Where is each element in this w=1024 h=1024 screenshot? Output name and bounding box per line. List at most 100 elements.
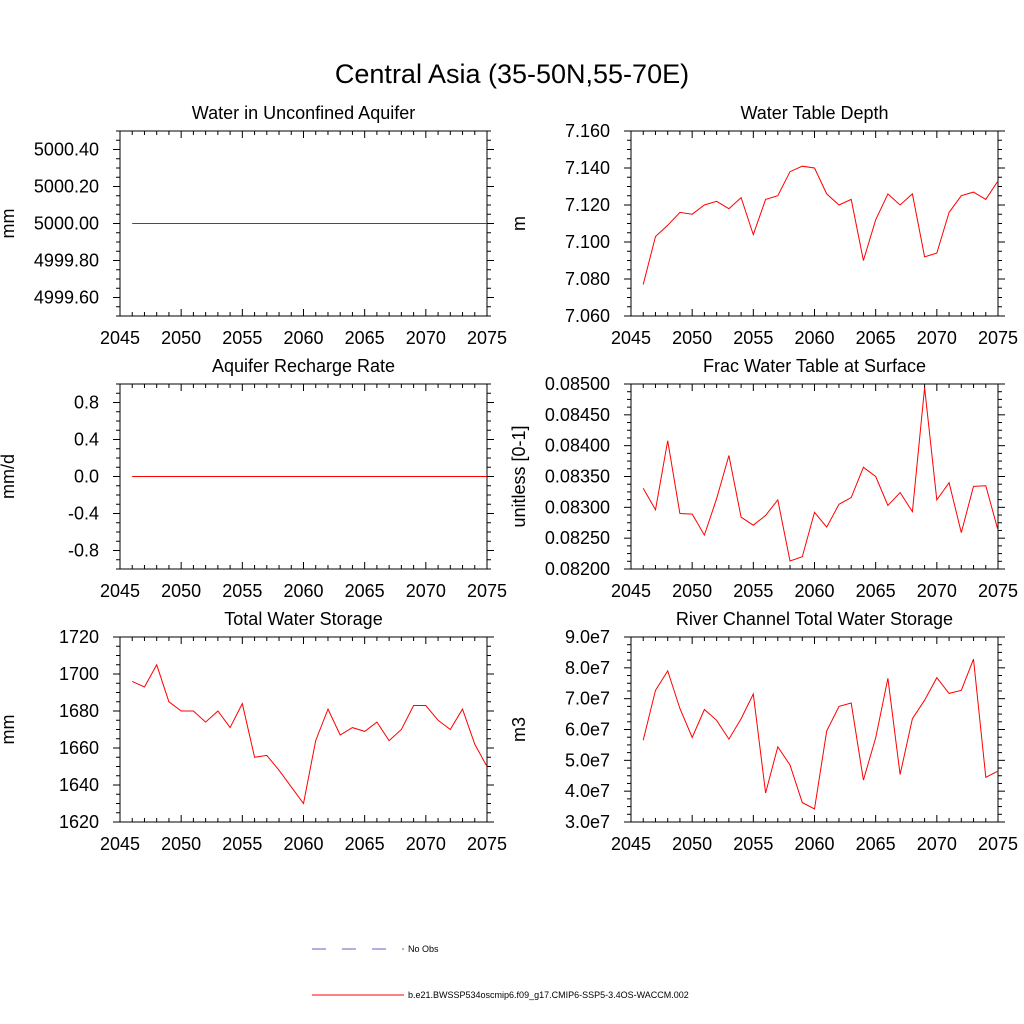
x-tick-label: 2045 (100, 328, 140, 348)
x-tick-label: 2050 (672, 834, 712, 854)
y-tick-label: 5000.00 (34, 214, 99, 234)
series-line (642, 165, 999, 285)
y-tick-label: 5000.20 (34, 177, 99, 197)
y-tick-label: 4.0e7 (565, 781, 610, 801)
y-tick-label: 0.08200 (545, 559, 610, 579)
plot-frame (630, 130, 999, 317)
panel-title: Water in Unconfined Aquifer (192, 103, 415, 123)
x-tick-label: 2060 (283, 581, 323, 601)
x-tick-label: 2045 (100, 581, 140, 601)
x-tick-label: 2075 (978, 328, 1018, 348)
y-tick-label: 0.08350 (545, 467, 610, 487)
x-tick-label: 2050 (672, 581, 712, 601)
y-tick-label: 1660 (59, 738, 99, 758)
x-tick-label: 2075 (978, 834, 1018, 854)
x-tick-label: 2075 (467, 834, 507, 854)
series-line (642, 387, 999, 562)
y-tick-label: 5000.40 (34, 140, 99, 160)
y-tick-label: 1620 (59, 812, 99, 832)
x-tick-label: 2065 (856, 834, 896, 854)
plot-frame (119, 636, 488, 823)
y-tick-label: 7.160 (565, 121, 610, 141)
y-tick-label: 3.0e7 (565, 812, 610, 832)
panel-title: Frac Water Table at Surface (703, 356, 926, 376)
y-tick-label: 0.4 (74, 430, 99, 450)
y-tick-label: 7.080 (565, 269, 610, 289)
y-tick-label: 8.0e7 (565, 658, 610, 678)
x-tick-label: 2070 (917, 581, 957, 601)
y-axis-label: m (509, 216, 529, 231)
figure-title: Central Asia (35-50N,55-70E) (335, 59, 689, 89)
x-tick-label: 2050 (161, 328, 201, 348)
panel-river-channel-total-water-storage: River Channel Total Water Storage m3 2045 2… (509, 609, 1018, 854)
y-tick-label: 0.08250 (545, 528, 610, 548)
y-axis-label: mm (0, 209, 18, 239)
panel-title: River Channel Total Water Storage (676, 609, 953, 629)
y-tick-label: 9.0e7 (565, 627, 610, 647)
y-tick-label: 1680 (59, 701, 99, 721)
x-tick-label: 2060 (794, 834, 834, 854)
x-tick-label: 2055 (222, 834, 262, 854)
x-tick-label: 2055 (222, 581, 262, 601)
x-tick-label: 2055 (733, 328, 773, 348)
legend-obs-label: No Obs (408, 944, 439, 954)
panel-water-table-depth: Water Table Depth m 2045 2050 2055 2060 2065 20… (509, 103, 1018, 348)
panels-group: Water in Unconfined Aquifer mm 2045 2050 205… (0, 103, 1018, 854)
series-line (642, 659, 999, 810)
x-tick-label: 2055 (222, 328, 262, 348)
x-tick-label: 2070 (917, 328, 957, 348)
panel-total-water-storage: Total Water Storage mm 2045 2050 2055 2060 206… (0, 609, 507, 854)
x-tick-label: 2045 (611, 328, 651, 348)
y-tick-label: 6.0e7 (565, 720, 610, 740)
y-tick-label: 7.060 (565, 306, 610, 326)
x-tick-label: 2070 (406, 834, 446, 854)
x-tick-label: 2065 (345, 834, 385, 854)
x-tick-label: 2065 (856, 328, 896, 348)
x-tick-label: 2065 (345, 328, 385, 348)
y-tick-label: 7.120 (565, 195, 610, 215)
x-tick-label: 2045 (611, 581, 651, 601)
series-line (131, 663, 488, 805)
y-tick-label: 5.0e7 (565, 750, 610, 770)
plot-frame (630, 636, 999, 823)
panel-title: Total Water Storage (224, 609, 382, 629)
y-tick-label: 7.140 (565, 158, 610, 178)
y-tick-label: 0.0 (74, 467, 99, 487)
y-tick-label: 1700 (59, 664, 99, 684)
x-tick-label: 2075 (467, 328, 507, 348)
x-tick-label: 2050 (672, 328, 712, 348)
y-tick-label: 1720 (59, 627, 99, 647)
x-tick-label: 2060 (283, 328, 323, 348)
x-tick-label: 2050 (161, 581, 201, 601)
legend-model-label: b.e21.BWSSP534oscmip6.f09_g17.CMIP6-SSP5… (408, 990, 689, 1000)
y-tick-label: -0.8 (68, 541, 99, 561)
y-tick-label: 0.08450 (545, 405, 610, 425)
x-tick-label: 2060 (283, 834, 323, 854)
x-tick-label: 2055 (733, 581, 773, 601)
y-axis-label: unitless [0-1] (509, 425, 529, 527)
x-tick-label: 2070 (917, 834, 957, 854)
y-tick-label: 4999.60 (34, 288, 99, 308)
panel-title: Aquifer Recharge Rate (212, 356, 395, 376)
x-tick-label: 2055 (733, 834, 773, 854)
x-tick-label: 2060 (794, 328, 834, 348)
x-tick-label: 2060 (794, 581, 834, 601)
x-tick-label: 2050 (161, 834, 201, 854)
x-tick-label: 2045 (100, 834, 140, 854)
y-tick-label: 1640 (59, 775, 99, 795)
y-tick-label: 0.08500 (545, 374, 610, 394)
plot-frame (630, 383, 999, 570)
y-axis-label: m3 (509, 717, 529, 742)
x-tick-label: 2070 (406, 328, 446, 348)
y-tick-label: 0.08300 (545, 497, 610, 517)
x-tick-label: 2075 (978, 581, 1018, 601)
panel-aquifer-recharge-rate: Aquifer Recharge Rate mm/d 2045 2050 2055 206… (0, 356, 507, 601)
x-tick-label: 2070 (406, 581, 446, 601)
y-tick-label: 7.0e7 (565, 689, 610, 709)
y-tick-label: 0.08400 (545, 436, 610, 456)
legend: No Obs b.e21.BWSSP534oscmip6.f09_g17.CMI… (312, 944, 689, 1000)
y-tick-label: 4999.80 (34, 251, 99, 271)
panel-title: Water Table Depth (740, 103, 888, 123)
y-tick-label: 0.8 (74, 393, 99, 413)
